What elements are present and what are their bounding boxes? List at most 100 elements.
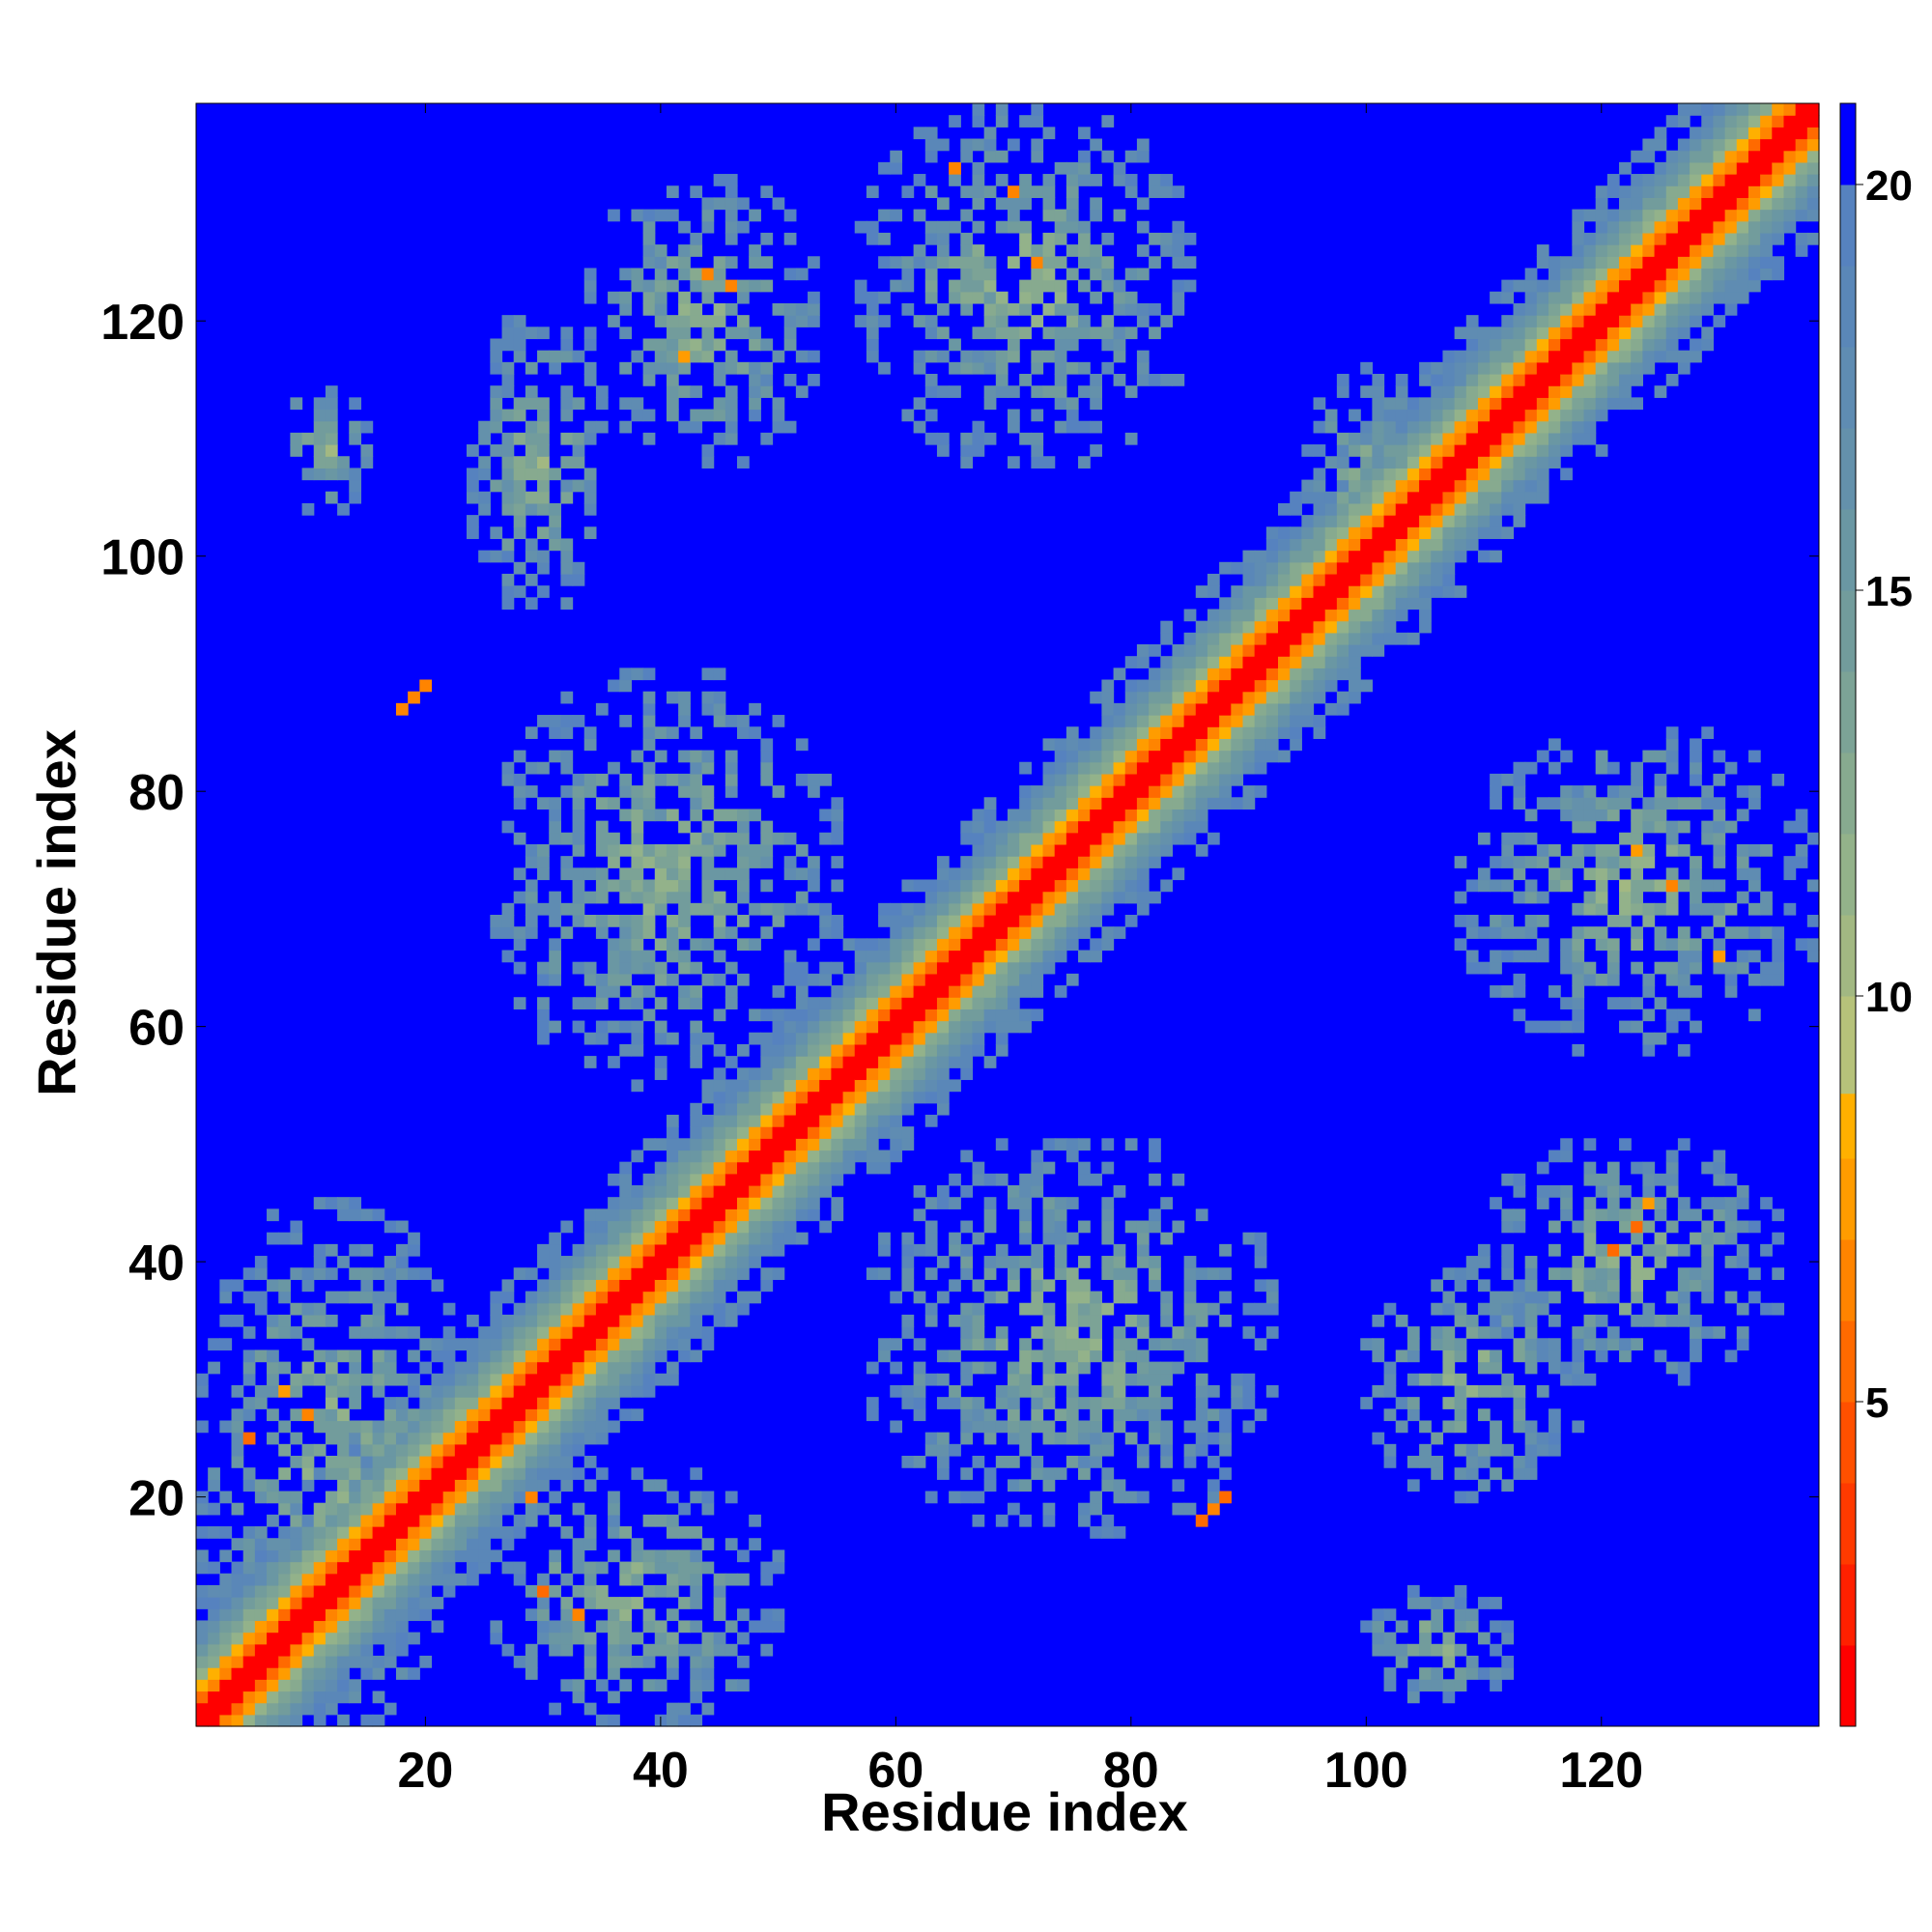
heatmap-cell <box>1195 1397 1208 1409</box>
heatmap-cell <box>678 1526 691 1539</box>
heatmap-cell <box>619 950 633 963</box>
heatmap-cell <box>890 1091 903 1104</box>
heatmap-cell <box>690 750 703 763</box>
heatmap-cell <box>1054 750 1067 763</box>
heatmap-cell <box>1595 244 1608 257</box>
heatmap-cell <box>983 938 997 952</box>
heatmap-cell <box>501 1643 515 1657</box>
heatmap-cell <box>619 1232 633 1245</box>
heatmap-cell <box>1431 456 1444 469</box>
heatmap-cell <box>1172 668 1185 681</box>
heatmap-cell <box>1031 879 1044 893</box>
heatmap-cell <box>1654 961 1667 975</box>
heatmap-cell <box>525 1350 538 1363</box>
heatmap-cell <box>325 1702 338 1716</box>
heatmap-cell <box>701 315 715 327</box>
heatmap-cell <box>537 432 550 445</box>
heatmap-cell <box>808 1056 820 1068</box>
heatmap-cell <box>983 843 997 857</box>
heatmap-cell <box>325 1514 338 1527</box>
heatmap-cell <box>513 785 526 798</box>
heatmap-cell <box>1195 761 1208 775</box>
heatmap-cell <box>1172 1338 1185 1351</box>
heatmap-cell <box>690 1302 703 1316</box>
heatmap-cell <box>1560 291 1573 304</box>
heatmap-cell <box>808 1091 820 1104</box>
heatmap-cell <box>1465 1456 1479 1468</box>
heatmap-cell <box>1631 338 1643 352</box>
heatmap-cell <box>1465 468 1479 481</box>
heatmap-cell <box>1113 867 1126 881</box>
heatmap-cell <box>1124 715 1138 727</box>
heatmap-cell <box>1031 1467 1044 1480</box>
heatmap-cell <box>701 1291 715 1304</box>
heatmap-cell <box>1042 1502 1056 1516</box>
heatmap-cell <box>572 1432 585 1445</box>
heatmap-cell <box>1548 1361 1561 1375</box>
heatmap-cell <box>395 1526 409 1539</box>
heatmap-cell <box>1654 1314 1667 1327</box>
heatmap-cell <box>678 256 691 270</box>
heatmap-cell <box>537 550 550 563</box>
heatmap-cell <box>1606 232 1620 245</box>
heatmap-cell <box>1642 1267 1656 1280</box>
heatmap-cell <box>290 1408 303 1422</box>
heatmap-cell <box>724 809 738 822</box>
heatmap-cell <box>1113 668 1126 681</box>
heatmap-cell <box>1606 361 1620 375</box>
heatmap-cell <box>1101 843 1115 857</box>
heatmap-cell <box>419 1467 433 1480</box>
heatmap-cell <box>608 1326 620 1339</box>
heatmap-cell <box>1101 150 1115 163</box>
heatmap-cell <box>690 1314 703 1327</box>
heatmap-cell <box>1548 432 1561 445</box>
heatmap-cell <box>1560 1373 1573 1386</box>
heatmap-cell <box>690 1714 703 1727</box>
heatmap-cell <box>1536 244 1549 257</box>
heatmap-cell <box>737 879 750 893</box>
heatmap-cell <box>1124 679 1138 693</box>
heatmap-cell <box>1278 632 1291 645</box>
heatmap-cell <box>196 1690 209 1704</box>
heatmap-cell <box>454 1549 468 1563</box>
heatmap-cell <box>1336 702 1350 716</box>
heatmap-cell <box>1490 409 1502 422</box>
heatmap-cell <box>808 1020 820 1034</box>
heatmap-cell <box>1383 585 1397 598</box>
heatmap-cell <box>1090 843 1102 857</box>
heatmap-cell <box>724 1079 738 1093</box>
heatmap-cell <box>1665 761 1679 775</box>
heatmap-cell <box>1595 891 1608 904</box>
heatmap-cell <box>1536 409 1549 422</box>
heatmap-cell <box>1654 1350 1667 1363</box>
heatmap-cell <box>772 1102 785 1116</box>
heatmap-cell <box>666 1208 679 1222</box>
heatmap-cell <box>1536 444 1549 457</box>
heatmap-cell <box>1454 444 1467 457</box>
heatmap-cell <box>1183 256 1197 270</box>
heatmap-cell <box>795 1102 809 1116</box>
heatmap-cell <box>301 1338 315 1351</box>
heatmap-cell <box>1136 1456 1150 1468</box>
heatmap-cell <box>1583 209 1597 222</box>
heatmap-cell <box>666 1714 679 1727</box>
heatmap-cell <box>1406 420 1420 434</box>
heatmap-cell <box>1124 656 1138 668</box>
heatmap-cell <box>1454 361 1467 375</box>
heatmap-cell <box>866 232 879 245</box>
heatmap-cell <box>666 1220 679 1234</box>
heatmap-cell <box>1065 1432 1079 1445</box>
heatmap-cell <box>913 1338 926 1351</box>
heatmap-cell <box>242 1467 256 1480</box>
heatmap-cell <box>408 1408 420 1422</box>
heatmap-cell <box>231 1456 244 1468</box>
heatmap-cell <box>749 1126 761 1139</box>
heatmap-cell <box>583 785 597 798</box>
heatmap-cell <box>1008 950 1020 963</box>
heatmap-cell <box>537 1443 550 1457</box>
heatmap-cell <box>701 1032 715 1045</box>
heatmap-cell <box>1677 1373 1690 1386</box>
heatmap-cell <box>442 1549 456 1563</box>
heatmap-cell <box>537 797 550 810</box>
heatmap-cell <box>713 279 726 293</box>
